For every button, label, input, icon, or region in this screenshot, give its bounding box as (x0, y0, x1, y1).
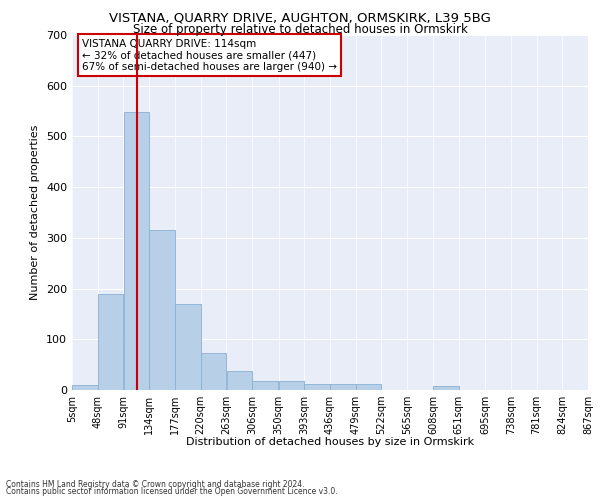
Y-axis label: Number of detached properties: Number of detached properties (31, 125, 40, 300)
Bar (278, 382, 304, 390)
Text: Contains public sector information licensed under the Open Government Licence v3: Contains public sector information licen… (6, 487, 338, 496)
Bar (201, 354, 226, 390)
Bar (175, 304, 200, 390)
Text: VISTANA, QUARRY DRIVE, AUGHTON, ORMSKIRK, L39 5BG: VISTANA, QUARRY DRIVE, AUGHTON, ORMSKIRK… (109, 12, 491, 24)
Text: Size of property relative to detached houses in Ormskirk: Size of property relative to detached ho… (133, 22, 467, 36)
X-axis label: Distribution of detached houses by size in Ormskirk: Distribution of detached houses by size … (186, 437, 474, 447)
Bar (227, 370, 252, 390)
Bar (149, 230, 175, 390)
Bar (72, 385, 98, 390)
Bar (330, 384, 356, 390)
Bar (124, 112, 149, 390)
Bar (304, 384, 330, 390)
Text: Contains HM Land Registry data © Crown copyright and database right 2024.: Contains HM Land Registry data © Crown c… (6, 480, 305, 489)
Bar (253, 382, 278, 390)
Bar (433, 386, 458, 390)
Bar (98, 294, 124, 390)
Text: VISTANA QUARRY DRIVE: 114sqm
← 32% of detached houses are smaller (447)
67% of s: VISTANA QUARRY DRIVE: 114sqm ← 32% of de… (82, 38, 337, 72)
Bar (356, 384, 382, 390)
